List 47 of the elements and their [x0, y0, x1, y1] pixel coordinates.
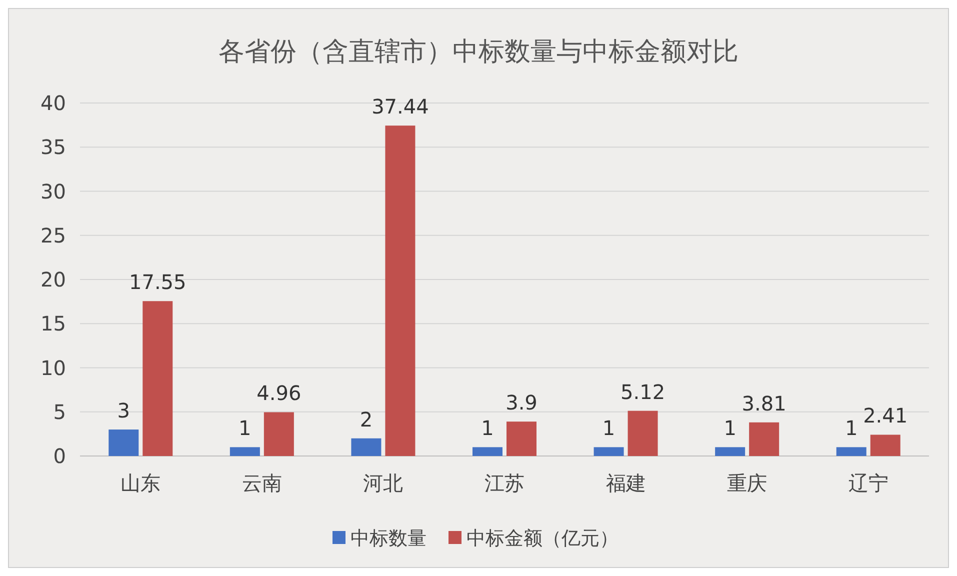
bar [108, 430, 139, 456]
data-label: 1 [602, 416, 616, 440]
y-tick-label: 20 [40, 268, 66, 292]
legend-label: 中标金额（亿元） [466, 528, 618, 550]
y-tick-label: 25 [40, 223, 66, 248]
data-label: 1 [724, 416, 736, 440]
data-label: 5.12 [620, 380, 666, 404]
data-label: 1 [238, 416, 252, 440]
bar [749, 422, 780, 456]
y-tick-label: 10 [40, 356, 66, 380]
data-label: 1 [481, 416, 494, 440]
data-label: 1 [844, 416, 858, 440]
y-tick-label: 15 [40, 312, 66, 336]
data-label: 3.81 [742, 391, 786, 416]
data-label: 2 [360, 407, 373, 432]
y-tick-label: 5 [53, 400, 66, 424]
y-tick-label: 35 [40, 135, 66, 160]
bar [715, 447, 746, 456]
data-label: 2.41 [863, 404, 908, 428]
bar [870, 434, 900, 456]
x-tick-label: 江苏 [484, 471, 524, 495]
data-label: 4.96 [256, 381, 302, 406]
data-label: 37.44 [372, 94, 429, 119]
y-tick-label: 40 [40, 91, 66, 115]
x-tick-label: 河北 [363, 471, 404, 495]
bar [472, 447, 502, 456]
bar [506, 422, 536, 456]
bar [351, 438, 382, 456]
x-tick-label: 重庆 [727, 471, 768, 495]
x-tick-label: 山东 [120, 471, 161, 495]
bar [142, 301, 173, 456]
x-tick-label: 云南 [242, 471, 282, 495]
y-tick-label: 30 [40, 179, 66, 204]
bar [628, 410, 658, 456]
chart-title: 各省份（含直辖市）中标数量与中标金额对比 [218, 37, 738, 67]
data-label: 3.9 [506, 390, 538, 415]
bar [594, 447, 624, 456]
data-label: 17.55 [129, 270, 186, 294]
x-tick-label: 辽宁 [848, 471, 888, 495]
y-tick-label: 0 [53, 444, 66, 468]
bar [230, 447, 260, 456]
data-label: 3 [117, 398, 130, 423]
bar [836, 447, 866, 456]
x-tick-label: 福建 [606, 471, 646, 495]
legend-label: 中标数量 [350, 528, 426, 550]
bar [385, 126, 416, 456]
bar [264, 412, 294, 456]
